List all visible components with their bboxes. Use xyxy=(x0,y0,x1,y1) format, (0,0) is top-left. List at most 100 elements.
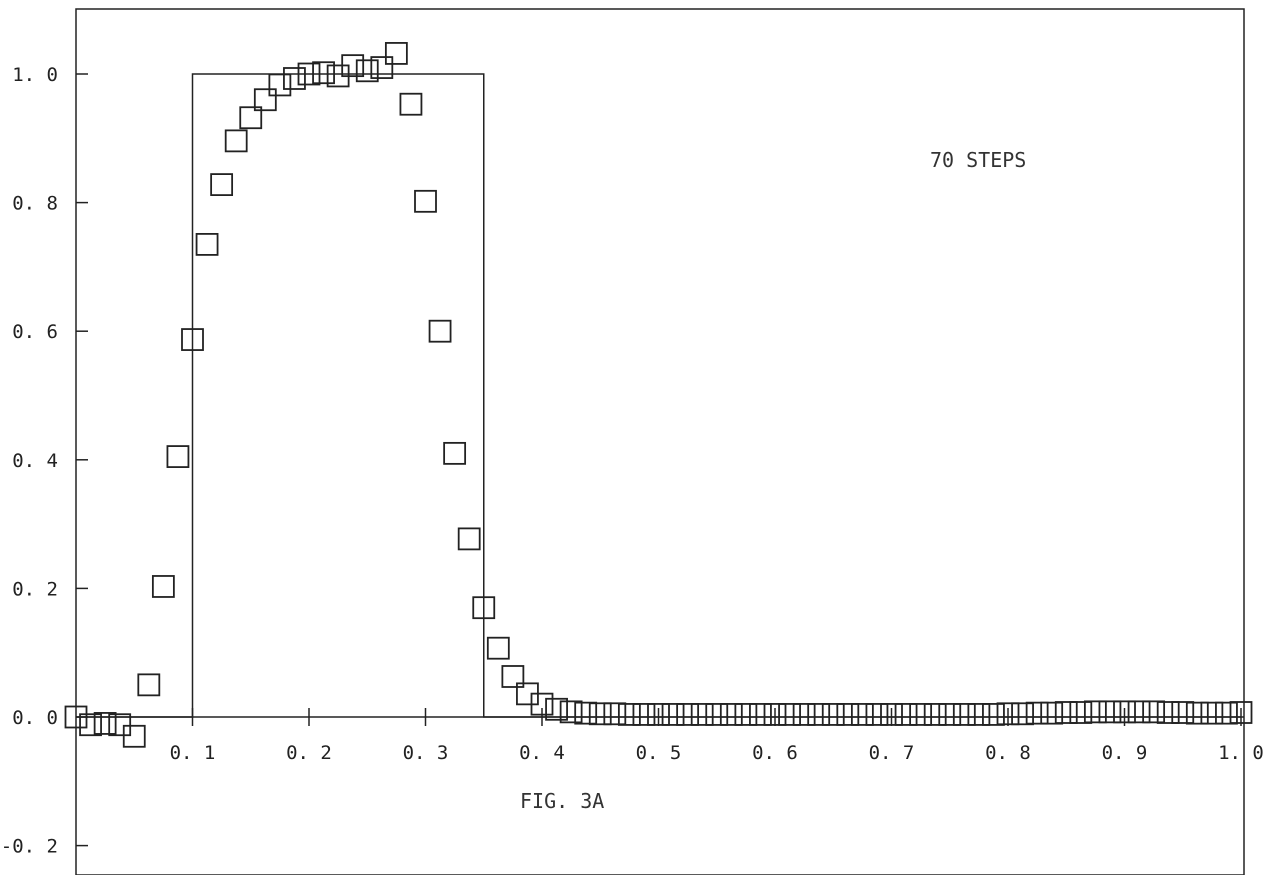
data-point-marker xyxy=(559,700,583,724)
data-point-marker xyxy=(384,42,408,65)
data-point-marker xyxy=(763,703,787,726)
data-point-marker xyxy=(312,61,335,85)
data-point-marker xyxy=(938,703,962,726)
y-tick-label: 0. 2 xyxy=(12,578,58,600)
data-point-marker xyxy=(1113,700,1136,724)
data-point-marker xyxy=(749,703,772,726)
data-point-marker xyxy=(923,703,947,726)
data-point-marker xyxy=(1185,701,1209,725)
data-point-marker xyxy=(341,54,365,78)
data-point-marker xyxy=(137,673,161,697)
data-point-marker xyxy=(1215,701,1238,725)
labels-layer: 0. 1 0. 2 0. 3 0. 4 0. 5 0. 6 0. 7 0. 8 0. 9 1. 0… xyxy=(1,64,1264,858)
data-point-marker xyxy=(1054,701,1078,724)
figure-caption: FIG. 3A xyxy=(520,789,604,813)
data-point-marker xyxy=(603,702,627,726)
data-point-marker xyxy=(472,596,496,620)
data-point-marker xyxy=(370,56,394,79)
data-point-marker xyxy=(486,636,510,660)
data-point-marker xyxy=(850,703,874,726)
data-point-marker xyxy=(865,703,889,726)
data-point-marker xyxy=(210,173,234,196)
data-point-marker xyxy=(195,232,219,256)
data-point-marker xyxy=(1069,701,1093,724)
data-point-marker xyxy=(224,129,248,153)
x-tick-label: 0. 4 xyxy=(519,742,565,764)
reference-line-series xyxy=(76,73,1241,718)
data-point-marker xyxy=(530,692,554,716)
data-point-marker xyxy=(399,92,423,116)
data-point-marker xyxy=(1098,700,1122,724)
data-point-marker xyxy=(1142,700,1166,724)
data-point-marker xyxy=(617,703,641,726)
data-point-marker xyxy=(632,703,656,726)
y-tick-label: 1. 0 xyxy=(12,64,58,86)
data-point-marker xyxy=(996,702,1020,726)
data-point-marker xyxy=(64,705,88,729)
data-point-marker xyxy=(151,575,175,598)
axes-layer xyxy=(76,73,1244,847)
data-point-marker xyxy=(268,73,292,97)
data-point-marker xyxy=(122,724,146,748)
y-tick-label: 0. 8 xyxy=(12,193,58,215)
data-point-marker xyxy=(792,703,816,726)
x-tick-label: 0. 3 xyxy=(403,742,449,764)
data-point-marker xyxy=(894,703,918,726)
x-tick-label: 0. 8 xyxy=(985,742,1031,764)
plot-frame xyxy=(75,8,1245,875)
data-point-marker xyxy=(1156,701,1180,724)
data-point-marker xyxy=(443,441,467,465)
data-point-marker xyxy=(690,703,714,726)
data-point-marker xyxy=(647,703,670,726)
data-point-marker xyxy=(734,703,758,726)
x-tick-label: 0. 7 xyxy=(869,742,915,764)
data-point-marker xyxy=(1200,701,1224,725)
data-point-marker xyxy=(457,527,481,551)
data-point-marker xyxy=(1229,701,1253,724)
data-point-marker xyxy=(297,62,321,86)
x-tick-label: 0. 2 xyxy=(286,742,332,764)
x-tick-label: 0. 9 xyxy=(1102,742,1148,764)
data-point-marker xyxy=(952,703,976,726)
x-tick-label: 1. 0 xyxy=(1218,742,1264,764)
data-point-marker xyxy=(676,703,700,726)
x-tick-label: 0. 6 xyxy=(752,742,798,764)
series-layer xyxy=(64,42,1253,748)
x-tick-label: 0. 1 xyxy=(170,742,216,764)
data-point-marker xyxy=(807,703,831,726)
data-point-marker xyxy=(79,713,102,737)
data-point-marker xyxy=(1083,700,1107,724)
data-point-marker xyxy=(166,445,190,468)
data-point-marker xyxy=(1127,700,1151,724)
data-point-marker xyxy=(821,703,845,726)
data-point-marker xyxy=(1025,701,1049,725)
data-point-marker xyxy=(283,67,306,90)
data-point-marker xyxy=(967,703,991,726)
data-point-marker xyxy=(1040,701,1064,725)
data-point-marker xyxy=(909,703,933,726)
data-point-marker xyxy=(414,189,437,213)
data-point-marker xyxy=(239,106,263,130)
y-tick-label: 0. 0 xyxy=(12,707,58,729)
data-point-marker xyxy=(501,665,525,688)
data-point-marker xyxy=(181,328,204,351)
data-point-marker xyxy=(1011,702,1034,726)
data-point-marker xyxy=(719,703,743,726)
y-tick-label: 0. 4 xyxy=(12,450,58,472)
data-point-marker xyxy=(355,59,379,83)
y-tick-label: -0. 2 xyxy=(1,836,58,858)
data-point-marker xyxy=(108,713,132,737)
data-point-marker xyxy=(836,703,860,726)
data-point-marker xyxy=(588,702,612,726)
steps-annotation: 70 STEPS xyxy=(930,148,1026,172)
data-point-marker xyxy=(705,703,729,726)
data-point-marker xyxy=(428,319,452,343)
data-point-marker xyxy=(574,701,598,725)
data-point-marker xyxy=(982,703,1005,726)
data-point-marker xyxy=(661,703,685,726)
data-point-marker xyxy=(880,703,903,726)
data-point-marker xyxy=(545,697,568,721)
data-point-marker xyxy=(778,703,801,726)
x-tick-label: 0. 5 xyxy=(636,742,682,764)
